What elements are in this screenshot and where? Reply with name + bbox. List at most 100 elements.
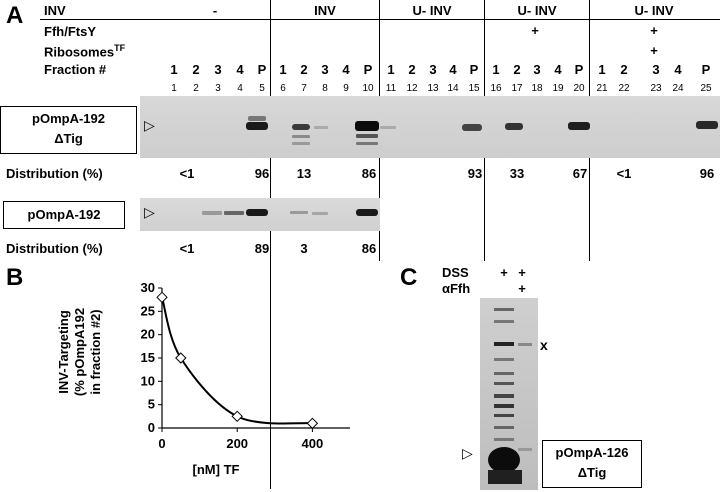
- protein-label-line2: ΔTig: [54, 131, 83, 146]
- fraction-label: 1: [492, 62, 500, 77]
- fraction-label: 2: [192, 62, 200, 77]
- fraction-label: P: [701, 62, 711, 77]
- fraction-label: 4: [449, 62, 457, 77]
- distribution-label-1: Distribution (%): [6, 166, 103, 181]
- dist-blot2-g2-p: 86: [361, 241, 377, 256]
- dss-label: DSS: [442, 265, 469, 280]
- gel-blot-2-bands: [202, 209, 378, 216]
- fraction-label: 4: [554, 62, 562, 77]
- fraction-label: 1: [279, 62, 287, 77]
- dist-blot2-g1-f2: <1: [179, 241, 195, 256]
- y-axis-label-line1: INV-Targeting: [56, 310, 71, 394]
- protein-label-line2: ΔTig: [577, 465, 607, 480]
- lane-number: 20: [573, 83, 585, 94]
- y-tick-label: 20: [141, 327, 155, 342]
- x-tick-label: 400: [302, 436, 324, 451]
- protein-label-line1: pOmpA-192: [32, 111, 105, 126]
- affh-label: αFfh: [442, 281, 471, 296]
- y-tick-label: 30: [141, 280, 155, 295]
- ffh-plus-group5: +: [650, 23, 658, 38]
- fraction-label: 3: [533, 62, 541, 77]
- data-point-diamond: [231, 410, 243, 423]
- ribosome-plus-group5: +: [650, 43, 658, 58]
- lane-number: 7: [301, 83, 307, 94]
- pompa126-dtig-label: pOmpA-126 ΔTig: [542, 440, 642, 488]
- ffh-row-label: Ffh/FtsY: [44, 24, 96, 39]
- lane-number: 1: [171, 83, 177, 94]
- fraction-label: 1: [170, 62, 178, 77]
- fraction-label: P: [363, 62, 373, 77]
- pompa192-label: pOmpA-192: [3, 201, 125, 229]
- protein-label-line1: pOmpA-126: [555, 445, 629, 460]
- condition-header-1: -: [212, 3, 218, 18]
- fraction-label: 2: [408, 62, 416, 77]
- group-divider-1: [270, 0, 271, 489]
- lane-number: 22: [618, 83, 630, 94]
- dss-plus-lane2: +: [518, 265, 526, 280]
- fraction-label: 2: [513, 62, 521, 77]
- ffh-plus-group4: +: [531, 23, 539, 38]
- lane-number: 12: [406, 83, 418, 94]
- fraction-label: P: [574, 62, 584, 77]
- lane-number: 17: [511, 83, 523, 94]
- y-tick-label: 25: [141, 303, 155, 318]
- lane-number: 10: [362, 83, 374, 94]
- fraction-label: 3: [652, 62, 660, 77]
- affh-plus-lane2: +: [518, 281, 526, 296]
- fraction-label: 3: [321, 62, 329, 77]
- band-marker-arrow: ▷: [144, 117, 155, 133]
- y-tick-label: 10: [141, 373, 155, 388]
- pompa192-dtig-label: pOmpA-192 ΔTig: [0, 106, 137, 154]
- condition-header-2: INV: [314, 3, 336, 18]
- y-axis-label-line3: in fraction #2): [88, 309, 103, 394]
- panel-a-letter: A: [6, 2, 24, 29]
- gel-blot-1-bands: [246, 116, 718, 145]
- gel-blot-1: [140, 96, 720, 158]
- lane-number: 13: [427, 83, 439, 94]
- band-marker-arrow: ▷: [462, 445, 473, 461]
- fraction-label: P: [469, 62, 479, 77]
- gel-panel-c-bands: [488, 308, 532, 484]
- lane-number: 6: [280, 83, 286, 94]
- dist-blot1-g1-p: 96: [254, 166, 270, 181]
- x-axis-label: [nM] TF: [193, 462, 240, 477]
- x-tick-label: 200: [226, 436, 248, 451]
- dist-blot1-g1-f2: <1: [179, 166, 195, 181]
- panel-b-chart: INV-Targeting (% pOmpA192 in fraction #2…: [56, 280, 350, 477]
- dist-blot1-g3-p: 93: [467, 166, 483, 181]
- condition-header-5: U- INV: [634, 3, 674, 18]
- dist-blot2-g2-f2: 3: [300, 241, 308, 256]
- lane-number: 11: [385, 83, 397, 94]
- dist-blot1-g4-p: 67: [572, 166, 588, 181]
- lane-number: 15: [468, 83, 480, 94]
- lane-number: 5: [259, 83, 265, 94]
- inv-row-label: INV: [44, 3, 66, 18]
- panel-c-letter: C: [400, 264, 418, 291]
- fraction-label: 4: [342, 62, 350, 77]
- lane-number: 2: [193, 83, 199, 94]
- lane-number: 16: [490, 83, 502, 94]
- header-divider: [40, 19, 720, 20]
- fraction-label: P: [257, 62, 267, 77]
- dist-blot1-g4-f2: 33: [509, 166, 525, 181]
- lane-number: 18: [531, 83, 543, 94]
- fraction-label: 2: [620, 62, 628, 77]
- fraction-label: 1: [387, 62, 395, 77]
- x-tick-label: 0: [158, 436, 165, 451]
- fraction-row-label: Fraction #: [44, 62, 107, 77]
- dist-blot1-g2-f2: 13: [296, 166, 312, 181]
- y-tick-label: 15: [141, 350, 155, 365]
- y-tick-label: 5: [148, 397, 155, 412]
- fraction-label: 1: [598, 62, 606, 77]
- fraction-label: 2: [300, 62, 308, 77]
- data-point-diamond: [156, 291, 168, 304]
- dist-blot2-g1-p: 89: [254, 241, 270, 256]
- distribution-label-2: Distribution (%): [6, 241, 103, 256]
- series-line: [161, 297, 313, 425]
- fraction-label: 3: [214, 62, 222, 77]
- lane-number: 8: [322, 83, 328, 94]
- panel-b-letter: B: [6, 264, 24, 291]
- fraction-label: 3: [429, 62, 437, 77]
- lane-number: 4: [237, 83, 243, 94]
- data-point-diamond: [306, 417, 319, 430]
